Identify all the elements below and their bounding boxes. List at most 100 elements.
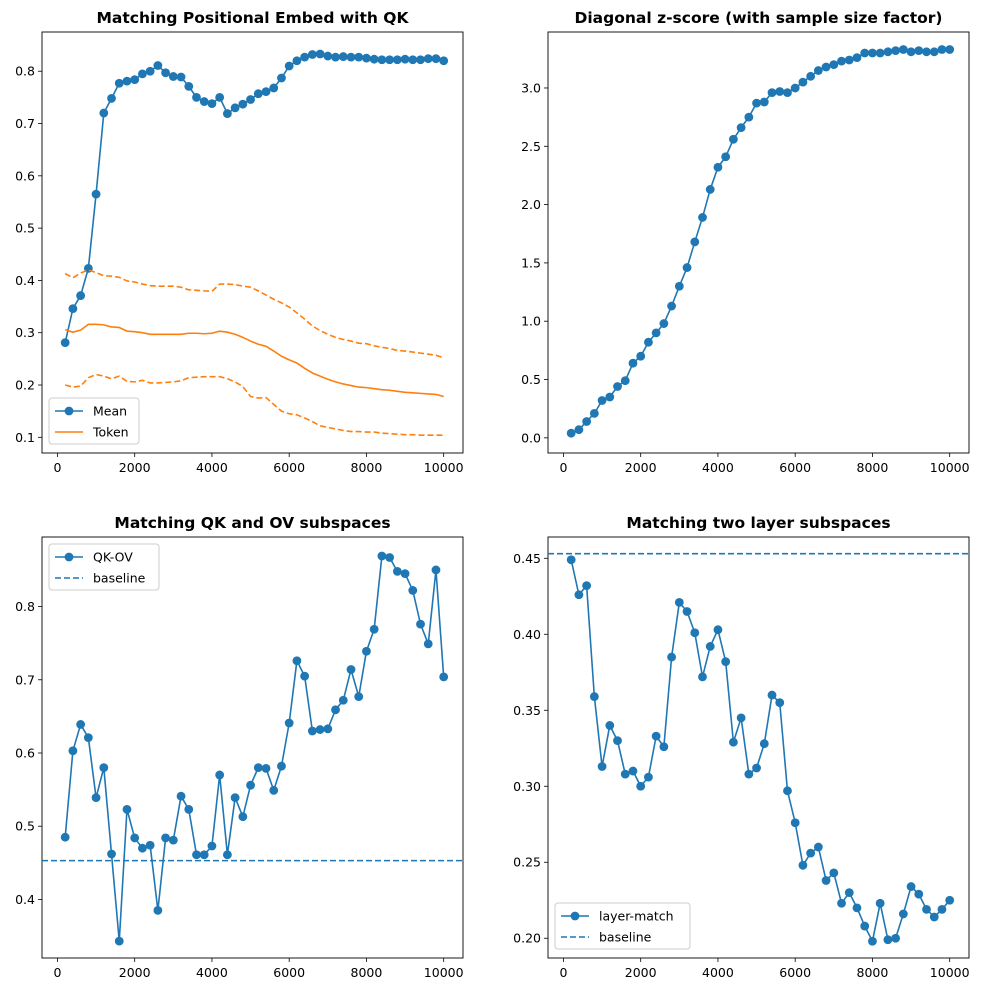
data-point: [628, 358, 638, 368]
data-point: [176, 791, 186, 801]
data-point: [906, 47, 916, 57]
chart-title: Diagonal z-score (with sample size facto…: [574, 9, 942, 27]
data-point: [728, 134, 738, 144]
y-tick-label: 3.0: [521, 80, 541, 95]
data-point: [431, 54, 441, 64]
data-point: [566, 428, 576, 438]
data-point: [783, 786, 792, 796]
chart-panel-1: Matching Positional Embed with QK 0 2000 40…: [15, 9, 464, 475]
x-tick-label: 10000: [424, 460, 464, 475]
data-point: [385, 553, 395, 562]
data-point: [138, 843, 147, 853]
data-point: [860, 921, 870, 931]
data-point: [582, 581, 592, 591]
y-tick-label: 0.5: [15, 819, 35, 834]
data-point: [922, 904, 931, 914]
chart-panel-3: Matching QK and OV subspaces 0 2000 4000 600…: [15, 514, 464, 980]
data-point: [891, 46, 901, 56]
data-point: [416, 55, 425, 65]
data-point: [674, 281, 684, 291]
data-point: [362, 53, 371, 63]
legend-marker: [64, 552, 74, 562]
data-point: [354, 52, 364, 62]
y-tick-label: 2.0: [521, 197, 541, 212]
data-point: [68, 746, 78, 756]
data-point: [222, 109, 232, 118]
x-tick-label: 0: [53, 460, 61, 475]
data-point: [875, 898, 885, 908]
data-point: [690, 628, 700, 638]
data-point: [798, 77, 808, 87]
data-point: [821, 876, 831, 885]
data-point: [439, 56, 449, 66]
data-point: [868, 48, 877, 58]
y-tick-label: 0.0: [521, 430, 541, 445]
y-tick-label: 0.20: [513, 931, 541, 946]
data-point: [138, 69, 147, 79]
data-point: [153, 61, 163, 70]
data-point: [783, 88, 792, 98]
data-point: [775, 698, 785, 708]
data-point: [284, 61, 294, 71]
data-point: [574, 425, 584, 435]
data-point: [929, 912, 939, 922]
data-point: [91, 189, 101, 199]
data-point: [767, 690, 777, 700]
y-tick-label: 0.3: [15, 325, 35, 340]
series-line-3: [64, 269, 444, 359]
data-point: [744, 769, 754, 779]
data-point: [107, 849, 116, 859]
x-tick-label: 8000: [351, 965, 383, 980]
legend-marker: [570, 911, 580, 921]
data-point: [945, 45, 955, 54]
y-tick-label: 1.5: [521, 255, 541, 270]
data-point: [377, 55, 387, 65]
data-point: [192, 850, 201, 860]
data-point: [597, 762, 607, 771]
data-point: [813, 66, 823, 75]
data-point: [868, 936, 877, 946]
y-tick-label: 0.8: [15, 64, 35, 79]
data-point: [269, 83, 279, 93]
data-point: [929, 47, 939, 57]
data-point: [620, 769, 630, 779]
data-point: [644, 772, 653, 782]
data-point: [829, 60, 839, 70]
y-tick-label: 0.8: [15, 599, 35, 614]
chart-title: Matching QK and OV subspaces: [114, 514, 390, 532]
data-point: [416, 619, 425, 629]
data-point: [667, 301, 676, 311]
data-point: [937, 45, 947, 54]
data-point: [883, 47, 893, 57]
data-point: [698, 672, 707, 682]
data-point: [667, 652, 676, 662]
data-point: [76, 720, 86, 729]
x-tick-label: 4000: [196, 965, 228, 980]
data-point: [161, 833, 170, 843]
data-point: [597, 396, 607, 405]
data-point: [682, 607, 692, 616]
data-point: [192, 92, 201, 102]
y-tick-label: 0.40: [513, 627, 541, 642]
y-tick-label: 0.6: [15, 745, 35, 760]
data-point: [922, 47, 931, 57]
plot-frame: [41, 536, 464, 959]
data-point: [728, 737, 738, 747]
x-tick-label: 2000: [119, 965, 151, 980]
data-point: [114, 78, 124, 88]
data-point: [628, 766, 638, 776]
chart-panel-2: Diagonal z-score (with sample size facto…: [521, 9, 970, 475]
data-point: [346, 52, 356, 62]
data-point: [821, 62, 831, 72]
data-point: [307, 726, 317, 736]
series-line-1: [570, 48, 950, 434]
legend-label: Mean: [93, 404, 127, 419]
x-tick-label: 10000: [424, 965, 464, 980]
x-tick-label: 2000: [625, 460, 657, 475]
data-point: [184, 81, 194, 91]
data-point: [423, 54, 433, 64]
data-point: [99, 763, 109, 773]
data-point: [346, 665, 356, 674]
data-point: [837, 898, 846, 908]
series-line-1: [64, 53, 444, 343]
